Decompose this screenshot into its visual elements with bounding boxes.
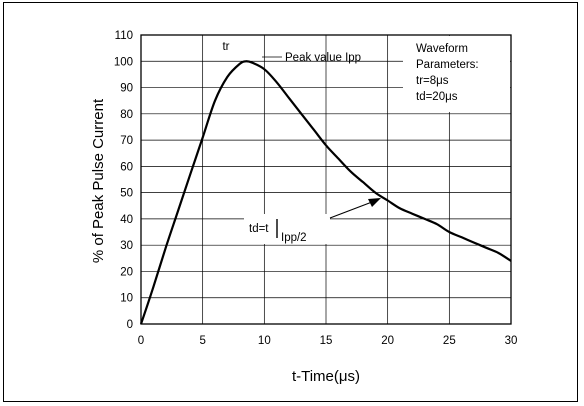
series-line-current bbox=[139, 60, 512, 325]
tick-labels: 0 10 20 30 40 50 60 70 80 90 100 110 0 5 10 15 20 25 30 bbox=[114, 30, 518, 347]
y-tick-label: 90 bbox=[120, 83, 133, 95]
plot-border bbox=[140, 34, 512, 325]
annotation-peak: Peak value Ipp bbox=[285, 52, 361, 64]
y-tick-label: 0 bbox=[127, 319, 133, 331]
grid-layer bbox=[141, 35, 511, 324]
y-tick-label: 60 bbox=[120, 161, 133, 173]
y-tick-label: 100 bbox=[114, 56, 133, 68]
parameters-line-4: td=20μs bbox=[416, 91, 458, 103]
parameters-line-3: tr=8μs bbox=[416, 75, 449, 87]
annotation-td-box bbox=[244, 214, 330, 244]
y-tick-label: 40 bbox=[120, 214, 133, 226]
annotation-td-arrow-line bbox=[329, 201, 373, 219]
annotation-td-prefix: td=t bbox=[249, 223, 269, 235]
annotation-td-arrowhead bbox=[368, 198, 381, 207]
y-tick-label: 110 bbox=[115, 30, 133, 42]
y-tick-label: 30 bbox=[120, 240, 133, 252]
x-tick-label: 0 bbox=[138, 335, 144, 347]
x-tick-label: 30 bbox=[505, 335, 518, 347]
parameters-line-1: Waveform bbox=[416, 43, 468, 55]
annotation-tr: tr bbox=[222, 41, 229, 53]
x-tick-label: 20 bbox=[381, 335, 394, 347]
y-axis-title: % of Peak Pulse Current bbox=[90, 98, 107, 263]
parameters-line-2: Parameters: bbox=[416, 59, 479, 71]
y-tick-label: 10 bbox=[120, 293, 133, 305]
x-tick-label: 15 bbox=[320, 335, 333, 347]
y-tick-label: 20 bbox=[120, 266, 133, 278]
annotation-td-sub: Ipp/2 bbox=[281, 232, 307, 244]
y-tick-label: 80 bbox=[120, 109, 133, 121]
x-axis-title: t-Time(μs) bbox=[292, 368, 360, 385]
x-tick-label: 10 bbox=[258, 335, 271, 347]
x-tick-label: 5 bbox=[199, 335, 205, 347]
x-tick-label: 25 bbox=[443, 335, 456, 347]
y-tick-label: 50 bbox=[120, 188, 133, 200]
parameters-box bbox=[403, 36, 510, 112]
y-tick-label: 70 bbox=[120, 135, 133, 147]
